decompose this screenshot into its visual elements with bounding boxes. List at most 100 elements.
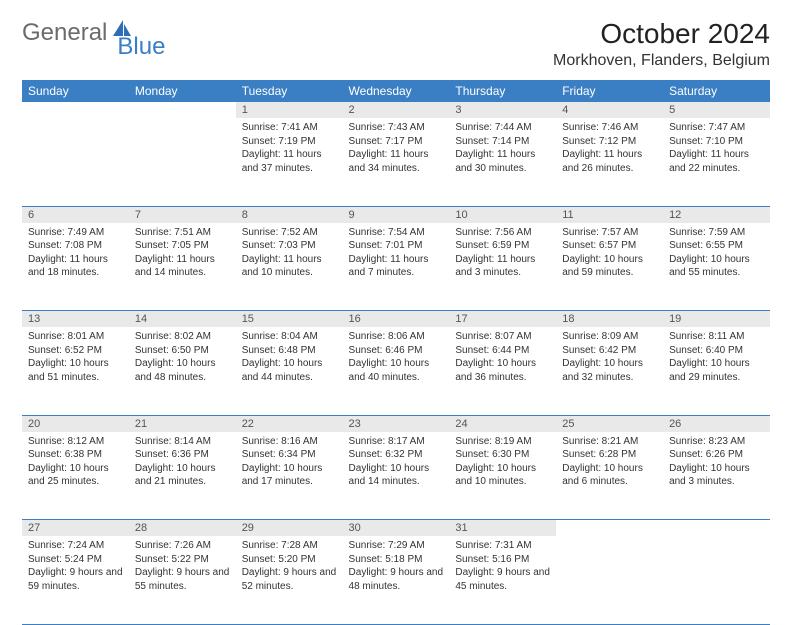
sunrise-text: Sunrise: 7:28 AM [242,539,337,553]
sunrise-text: Sunrise: 8:01 AM [28,330,123,344]
day-number-cell: 7 [129,206,236,223]
day-cell: Sunrise: 7:44 AMSunset: 7:14 PMDaylight:… [449,118,556,206]
day-details: Sunrise: 8:09 AMSunset: 6:42 PMDaylight:… [556,327,663,388]
day-number-cell: 10 [449,206,556,223]
daylight-text: Daylight: 10 hours and 44 minutes. [242,357,337,384]
day-details: Sunrise: 8:04 AMSunset: 6:48 PMDaylight:… [236,327,343,388]
sunrise-text: Sunrise: 7:47 AM [669,121,764,135]
day-header: Friday [556,80,663,102]
month-title: October 2024 [553,18,770,50]
day-cell: Sunrise: 7:24 AMSunset: 5:24 PMDaylight:… [22,536,129,624]
day-number-cell: 8 [236,206,343,223]
day-cell: Sunrise: 7:49 AMSunset: 7:08 PMDaylight:… [22,223,129,311]
sunrise-text: Sunrise: 7:24 AM [28,539,123,553]
sunset-text: Sunset: 6:28 PM [562,448,657,462]
sunset-text: Sunset: 5:24 PM [28,553,123,567]
day-details: Sunrise: 7:59 AMSunset: 6:55 PMDaylight:… [663,223,770,284]
day-body-row: Sunrise: 8:01 AMSunset: 6:52 PMDaylight:… [22,327,770,415]
calendar-table: Sunday Monday Tuesday Wednesday Thursday… [22,80,770,625]
daylight-text: Daylight: 10 hours and 55 minutes. [669,253,764,280]
sunset-text: Sunset: 6:46 PM [349,344,444,358]
day-number-row: 13141516171819 [22,311,770,328]
day-cell: Sunrise: 7:51 AMSunset: 7:05 PMDaylight:… [129,223,236,311]
sunrise-text: Sunrise: 8:02 AM [135,330,230,344]
sunset-text: Sunset: 5:20 PM [242,553,337,567]
sunset-text: Sunset: 5:18 PM [349,553,444,567]
day-cell: Sunrise: 7:28 AMSunset: 5:20 PMDaylight:… [236,536,343,624]
daylight-text: Daylight: 10 hours and 25 minutes. [28,462,123,489]
day-number-cell [129,102,236,118]
day-number-cell [663,520,770,537]
daylight-text: Daylight: 11 hours and 7 minutes. [349,253,444,280]
day-number-cell: 2 [343,102,450,118]
daylight-text: Daylight: 11 hours and 30 minutes. [455,148,550,175]
day-cell: Sunrise: 8:11 AMSunset: 6:40 PMDaylight:… [663,327,770,415]
day-number-cell: 31 [449,520,556,537]
day-details: Sunrise: 7:49 AMSunset: 7:08 PMDaylight:… [22,223,129,284]
day-details: Sunrise: 8:16 AMSunset: 6:34 PMDaylight:… [236,432,343,493]
day-number-cell: 22 [236,415,343,432]
sunset-text: Sunset: 6:36 PM [135,448,230,462]
day-number-cell: 5 [663,102,770,118]
sunrise-text: Sunrise: 7:43 AM [349,121,444,135]
location: Morkhoven, Flanders, Belgium [553,52,770,70]
sunrise-text: Sunrise: 7:56 AM [455,226,550,240]
daylight-text: Daylight: 10 hours and 29 minutes. [669,357,764,384]
day-cell [129,118,236,206]
day-number-cell: 16 [343,311,450,328]
sunrise-text: Sunrise: 7:51 AM [135,226,230,240]
daylight-text: Daylight: 10 hours and 36 minutes. [455,357,550,384]
day-number-cell: 19 [663,311,770,328]
day-cell: Sunrise: 7:41 AMSunset: 7:19 PMDaylight:… [236,118,343,206]
header: General Blue October 2024 Morkhoven, Fla… [22,18,770,70]
day-body-row: Sunrise: 7:41 AMSunset: 7:19 PMDaylight:… [22,118,770,206]
sunrise-text: Sunrise: 7:49 AM [28,226,123,240]
day-details: Sunrise: 8:14 AMSunset: 6:36 PMDaylight:… [129,432,236,493]
day-number-row: 12345 [22,102,770,118]
sunrise-text: Sunrise: 7:52 AM [242,226,337,240]
day-cell: Sunrise: 8:02 AMSunset: 6:50 PMDaylight:… [129,327,236,415]
sunset-text: Sunset: 7:17 PM [349,135,444,149]
sunset-text: Sunset: 6:42 PM [562,344,657,358]
brand-general: General [22,19,107,47]
brand-blue: Blue [117,33,165,61]
day-details: Sunrise: 7:26 AMSunset: 5:22 PMDaylight:… [129,536,236,597]
day-details: Sunrise: 7:29 AMSunset: 5:18 PMDaylight:… [343,536,450,597]
day-cell [556,536,663,624]
daylight-text: Daylight: 10 hours and 21 minutes. [135,462,230,489]
day-details: Sunrise: 8:06 AMSunset: 6:46 PMDaylight:… [343,327,450,388]
daylight-text: Daylight: 10 hours and 48 minutes. [135,357,230,384]
day-number-cell: 1 [236,102,343,118]
sunset-text: Sunset: 6:38 PM [28,448,123,462]
sunset-text: Sunset: 7:10 PM [669,135,764,149]
sunset-text: Sunset: 6:48 PM [242,344,337,358]
day-cell: Sunrise: 8:23 AMSunset: 6:26 PMDaylight:… [663,432,770,520]
sunrise-text: Sunrise: 8:07 AM [455,330,550,344]
day-number-row: 2728293031 [22,520,770,537]
day-header: Saturday [663,80,770,102]
sunset-text: Sunset: 7:01 PM [349,239,444,253]
sunrise-text: Sunrise: 8:21 AM [562,435,657,449]
day-details: Sunrise: 7:43 AMSunset: 7:17 PMDaylight:… [343,118,450,179]
sunrise-text: Sunrise: 8:09 AM [562,330,657,344]
daylight-text: Daylight: 9 hours and 59 minutes. [28,566,123,593]
sunset-text: Sunset: 6:40 PM [669,344,764,358]
title-block: October 2024 Morkhoven, Flanders, Belgiu… [553,18,770,70]
daylight-text: Daylight: 11 hours and 14 minutes. [135,253,230,280]
day-number-cell: 13 [22,311,129,328]
day-header-row: Sunday Monday Tuesday Wednesday Thursday… [22,80,770,102]
day-number-cell: 27 [22,520,129,537]
day-details: Sunrise: 7:46 AMSunset: 7:12 PMDaylight:… [556,118,663,179]
day-cell [663,536,770,624]
sunset-text: Sunset: 7:19 PM [242,135,337,149]
day-details: Sunrise: 7:52 AMSunset: 7:03 PMDaylight:… [236,223,343,284]
day-body-row: Sunrise: 8:12 AMSunset: 6:38 PMDaylight:… [22,432,770,520]
sunset-text: Sunset: 7:05 PM [135,239,230,253]
day-number-cell: 23 [343,415,450,432]
daylight-text: Daylight: 9 hours and 52 minutes. [242,566,337,593]
daylight-text: Daylight: 10 hours and 6 minutes. [562,462,657,489]
sunrise-text: Sunrise: 7:26 AM [135,539,230,553]
day-cell: Sunrise: 7:26 AMSunset: 5:22 PMDaylight:… [129,536,236,624]
day-details: Sunrise: 7:24 AMSunset: 5:24 PMDaylight:… [22,536,129,597]
daylight-text: Daylight: 11 hours and 37 minutes. [242,148,337,175]
